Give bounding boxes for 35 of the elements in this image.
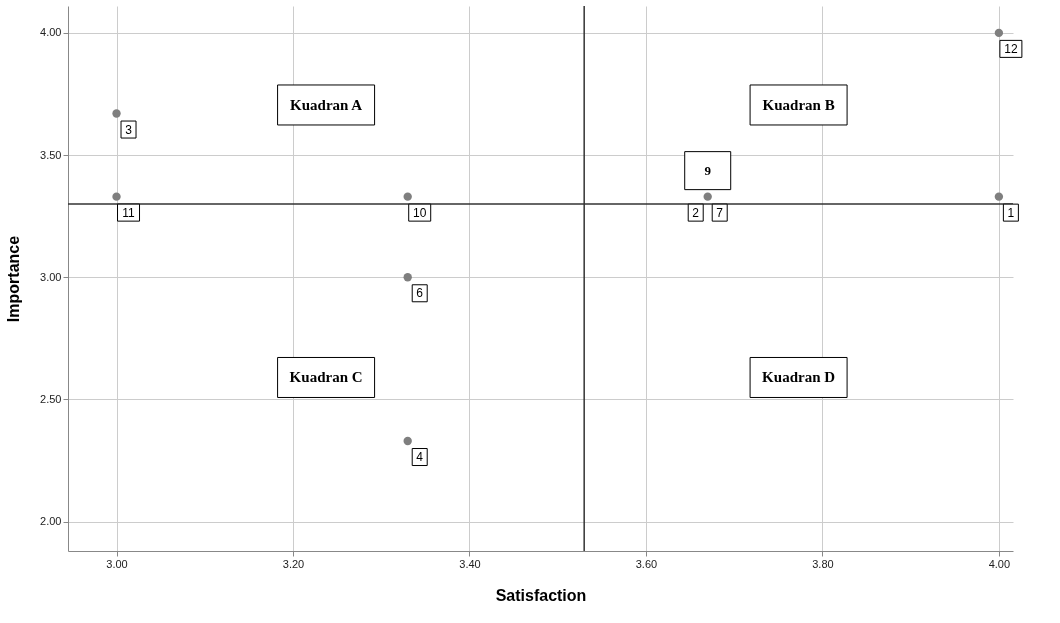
annotation: 9 (704, 162, 712, 178)
y-tick-label: 2.50 (40, 392, 62, 405)
annotation: Kuadran D (762, 369, 836, 386)
annotation: 12 (1004, 41, 1018, 56)
x-axis-title: Satisfaction (495, 586, 587, 604)
x-tick-label: 3.00 (106, 557, 128, 570)
annotation: 2 (692, 205, 700, 220)
annotation: 7 (716, 205, 724, 220)
point (994, 192, 1004, 201)
x-tick-label: 3.40 (459, 557, 481, 570)
point (403, 273, 412, 282)
y-tick-label: 3.50 (40, 148, 62, 161)
point (403, 436, 412, 446)
point (112, 109, 121, 118)
x-tick-label: 3.60 (635, 557, 658, 570)
annotation: 1 (1007, 205, 1015, 220)
annotation: 6 (416, 286, 424, 301)
point (703, 192, 712, 201)
x-tick-label: 3.80 (812, 557, 834, 570)
y-axis-title: Importance (5, 235, 23, 323)
annotation: 10 (413, 205, 427, 220)
x-tick-label: 4.00 (988, 557, 1011, 570)
y-tick-label: 3.00 (40, 270, 62, 283)
annotation: 3 (125, 122, 133, 137)
annotation: Kuadran C (289, 369, 363, 386)
annotation: 11 (122, 205, 136, 220)
annotation: Kuadran B (762, 96, 835, 113)
y-tick-label: 2.00 (40, 515, 62, 528)
annotation: 4 (416, 450, 424, 465)
point (994, 28, 1004, 38)
x-tick-label: 3.20 (282, 557, 305, 570)
point (403, 192, 412, 201)
point (112, 192, 121, 201)
y-tick-label: 4.00 (40, 26, 62, 39)
annotation: Kuadran A (290, 96, 363, 113)
